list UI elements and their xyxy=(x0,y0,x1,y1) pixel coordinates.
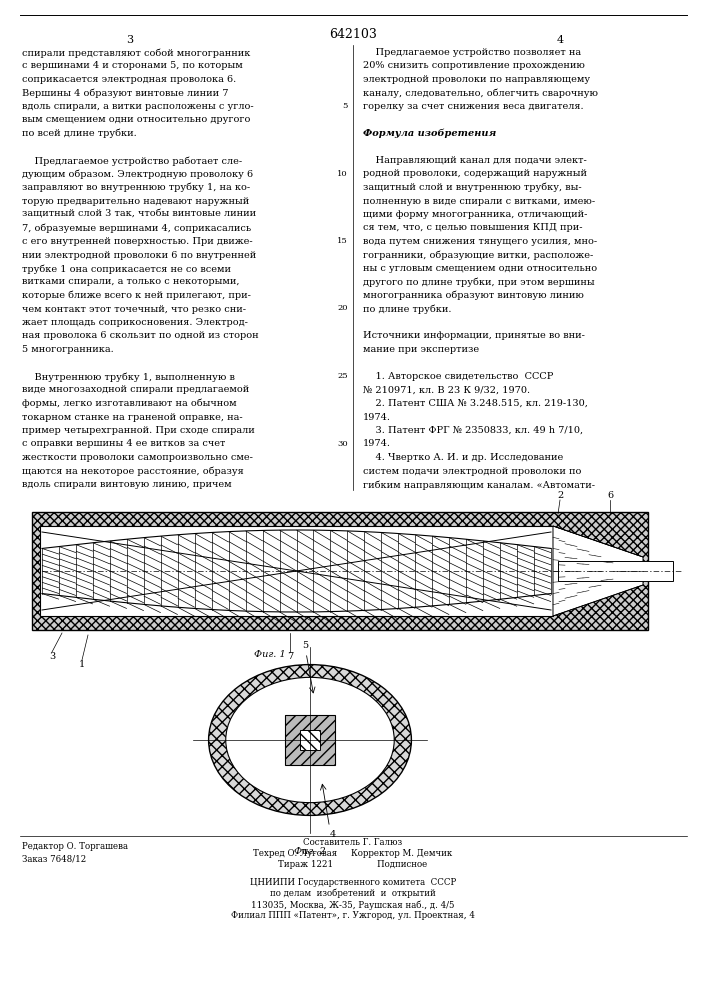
Bar xyxy=(40,526,553,616)
Text: Филиал ППП «Патент», г. Ужгород, ул. Проектная, 4: Филиал ППП «Патент», г. Ужгород, ул. Про… xyxy=(231,911,475,920)
Bar xyxy=(300,730,320,750)
Text: Редактор О. Торгашева: Редактор О. Торгашева xyxy=(22,842,128,851)
Text: токарном станке на граненой оправке, на-: токарном станке на граненой оправке, на- xyxy=(22,412,243,422)
Text: другого по длине трубки, при этом вершины: другого по длине трубки, при этом вершин… xyxy=(363,277,595,287)
Text: торую предварительно надевают наружный: торую предварительно надевают наружный xyxy=(22,196,250,206)
Text: вым смещением одни относительно другого: вым смещением одни относительно другого xyxy=(22,115,250,124)
Text: 25: 25 xyxy=(337,372,348,380)
Text: Направляющий канал для подачи элект-: Направляющий канал для подачи элект- xyxy=(363,156,587,165)
Text: 1. Авторское свидетельство  СССР: 1. Авторское свидетельство СССР xyxy=(363,372,554,381)
Text: защитный слой 3 так, чтобы винтовые линии: защитный слой 3 так, чтобы винтовые лини… xyxy=(22,210,256,219)
Text: систем подачи электродной проволоки по: систем подачи электродной проволоки по xyxy=(363,466,581,476)
Text: 1974.: 1974. xyxy=(363,412,391,422)
Text: Тираж 1221                Подписное: Тираж 1221 Подписное xyxy=(279,860,428,869)
Text: по всей длине трубки.: по всей длине трубки. xyxy=(22,129,136,138)
Text: ЦНИИПИ Государственного комитета  СССР: ЦНИИПИ Государственного комитета СССР xyxy=(250,878,456,887)
Text: вода путем снижения тянущего усилия, мно-: вода путем снижения тянущего усилия, мно… xyxy=(363,237,597,246)
Text: Предлагаемое устройство позволяет на: Предлагаемое устройство позволяет на xyxy=(363,48,581,57)
Text: защитный слой и внутреннюю трубку, вы-: защитный слой и внутреннюю трубку, вы- xyxy=(363,183,582,192)
Text: 3: 3 xyxy=(127,35,134,45)
Text: вдоль спирали, а витки расположены с угло-: вдоль спирали, а витки расположены с угл… xyxy=(22,102,254,111)
Text: 2: 2 xyxy=(557,491,563,500)
Text: виде многозаходной спирали предлагаемой: виде многозаходной спирали предлагаемой xyxy=(22,385,250,394)
Text: соприкасается электродная проволока 6.: соприкасается электродная проволока 6. xyxy=(22,75,236,84)
Text: 30: 30 xyxy=(337,440,348,448)
Text: горелку за счет снижения веса двигателя.: горелку за счет снижения веса двигателя. xyxy=(363,102,583,111)
Bar xyxy=(32,512,648,630)
Text: щаются на некоторое расстояние, образуя: щаются на некоторое расстояние, образуя xyxy=(22,466,244,476)
Text: 3. Патент ФРГ № 2350833, кл. 49 h 7/10,: 3. Патент ФРГ № 2350833, кл. 49 h 7/10, xyxy=(363,426,583,435)
Text: 5: 5 xyxy=(343,102,348,110)
Text: заправляют во внутреннюю трубку 1, на ко-: заправляют во внутреннюю трубку 1, на ко… xyxy=(22,183,250,192)
Text: 20: 20 xyxy=(337,304,348,312)
Text: Фиг. 2: Фиг. 2 xyxy=(294,847,326,856)
Text: многогранника образуют винтовую линию: многогранника образуют винтовую линию xyxy=(363,291,584,300)
Text: 1: 1 xyxy=(79,660,85,669)
Text: с его внутренней поверхностью. При движе-: с его внутренней поверхностью. При движе… xyxy=(22,237,252,246)
Text: Вершины 4 образуют винтовые линии 7: Вершины 4 образуют винтовые линии 7 xyxy=(22,89,228,98)
Text: 1974.: 1974. xyxy=(363,440,391,448)
Text: родной проволоки, содержащий наружный: родной проволоки, содержащий наружный xyxy=(363,169,587,178)
Ellipse shape xyxy=(226,677,395,803)
Text: Источники информации, принятые во вни-: Источники информации, принятые во вни- xyxy=(363,332,585,340)
Text: № 210971, кл. В 23 К 9/32, 1970.: № 210971, кл. В 23 К 9/32, 1970. xyxy=(363,385,530,394)
Text: Предлагаемое устройство работает сле-: Предлагаемое устройство работает сле- xyxy=(22,156,242,165)
Text: 3: 3 xyxy=(49,652,55,661)
Text: каналу, следовательно, облегчить сварочную: каналу, следовательно, облегчить сварочн… xyxy=(363,89,598,98)
Bar xyxy=(285,715,335,765)
Text: которые ближе всего к ней прилегают, при-: которые ближе всего к ней прилегают, при… xyxy=(22,291,251,300)
Text: Заказ 7648/12: Заказ 7648/12 xyxy=(22,854,86,863)
Text: с оправки вершины 4 ее витков за счет: с оправки вершины 4 ее витков за счет xyxy=(22,440,226,448)
Text: гибким направляющим каналам. «Автомати-: гибким направляющим каналам. «Автомати- xyxy=(363,480,595,489)
Text: Формула изобретения: Формула изобретения xyxy=(363,129,496,138)
Text: по длине трубки.: по длине трубки. xyxy=(363,304,452,314)
Text: 6: 6 xyxy=(607,491,613,500)
Text: 4. Чвертко А. И. и др. Исследование: 4. Чвертко А. И. и др. Исследование xyxy=(363,453,563,462)
Bar xyxy=(300,730,320,750)
Text: Техред О. Луговая     Корректор М. Демчик: Техред О. Луговая Корректор М. Демчик xyxy=(253,849,452,858)
Text: вдоль спирали винтовую линию, причем: вдоль спирали винтовую линию, причем xyxy=(22,480,232,489)
Text: 5: 5 xyxy=(302,641,308,650)
Text: щими форму многогранника, отличающий-: щими форму многогранника, отличающий- xyxy=(363,210,588,219)
Bar xyxy=(558,561,673,581)
Text: ная проволока 6 скользит по одной из сторон: ная проволока 6 скользит по одной из сто… xyxy=(22,332,259,340)
Text: 4: 4 xyxy=(556,35,563,45)
Text: трубке 1 она соприкасается не со всеми: трубке 1 она соприкасается не со всеми xyxy=(22,264,231,273)
Text: 5 многогранника.: 5 многогранника. xyxy=(22,345,114,354)
Text: ны с угловым смещением одни относительно: ны с угловым смещением одни относительно xyxy=(363,264,597,273)
Text: Фиг. 1: Фиг. 1 xyxy=(254,650,286,659)
Text: гогранники, образующие витки, расположе-: гогранники, образующие витки, расположе- xyxy=(363,250,593,260)
Polygon shape xyxy=(553,526,643,616)
Text: 10: 10 xyxy=(337,169,348,178)
Text: 7, образуемые вершинами 4, соприкасались: 7, образуемые вершинами 4, соприкасались xyxy=(22,224,251,233)
Text: 20% снизить сопротивление прохождению: 20% снизить сопротивление прохождению xyxy=(363,62,585,70)
Text: 15: 15 xyxy=(337,237,348,245)
Text: Внутреннюю трубку 1, выполненную в: Внутреннюю трубку 1, выполненную в xyxy=(22,372,235,381)
Text: мание при экспертизе: мание при экспертизе xyxy=(363,345,479,354)
Text: с вершинами 4 и сторонами 5, по которым: с вершинами 4 и сторонами 5, по которым xyxy=(22,62,243,70)
Bar xyxy=(285,715,335,765)
Text: жесткости проволоки самопроизвольно сме-: жесткости проволоки самопроизвольно сме- xyxy=(22,453,253,462)
Text: по делам  изобретений  и  открытий: по делам изобретений и открытий xyxy=(270,889,436,898)
Text: витками спирали, а только с некоторыми,: витками спирали, а только с некоторыми, xyxy=(22,277,240,286)
Bar xyxy=(32,512,648,630)
Text: 113035, Москва, Ж-35, Раушская наб., д. 4/5: 113035, Москва, Ж-35, Раушская наб., д. … xyxy=(251,900,455,910)
Text: нии электродной проволоки 6 по внутренней: нии электродной проволоки 6 по внутренне… xyxy=(22,250,256,259)
Text: 642103: 642103 xyxy=(329,28,377,41)
Text: дующим образом. Электродную проволоку 6: дующим образом. Электродную проволоку 6 xyxy=(22,169,253,179)
Text: 2. Патент США № 3.248.515, кл. 219-130,: 2. Патент США № 3.248.515, кл. 219-130, xyxy=(363,399,588,408)
Text: чем контакт этот точечный, что резко сни-: чем контакт этот точечный, что резко сни… xyxy=(22,304,246,314)
Text: 7: 7 xyxy=(287,652,293,661)
Text: жает площадь соприкосновения. Электрод-: жает площадь соприкосновения. Электрод- xyxy=(22,318,248,327)
Text: формы, легко изготавливают на обычном: формы, легко изготавливают на обычном xyxy=(22,399,237,408)
Text: 4: 4 xyxy=(329,830,336,839)
Text: полненную в виде спирали с витками, имею-: полненную в виде спирали с витками, имею… xyxy=(363,196,595,206)
Text: Составитель Г. Галюз: Составитель Г. Галюз xyxy=(303,838,402,847)
Text: ся тем, что, с целью повышения КПД при-: ся тем, что, с целью повышения КПД при- xyxy=(363,224,583,232)
Text: спирали представляют собой многогранник: спирали представляют собой многогранник xyxy=(22,48,250,57)
Text: электродной проволоки по направляющему: электродной проволоки по направляющему xyxy=(363,75,590,84)
Ellipse shape xyxy=(209,665,411,815)
Text: пример четырехгранной. При сходе спирали: пример четырехгранной. При сходе спирали xyxy=(22,426,255,435)
